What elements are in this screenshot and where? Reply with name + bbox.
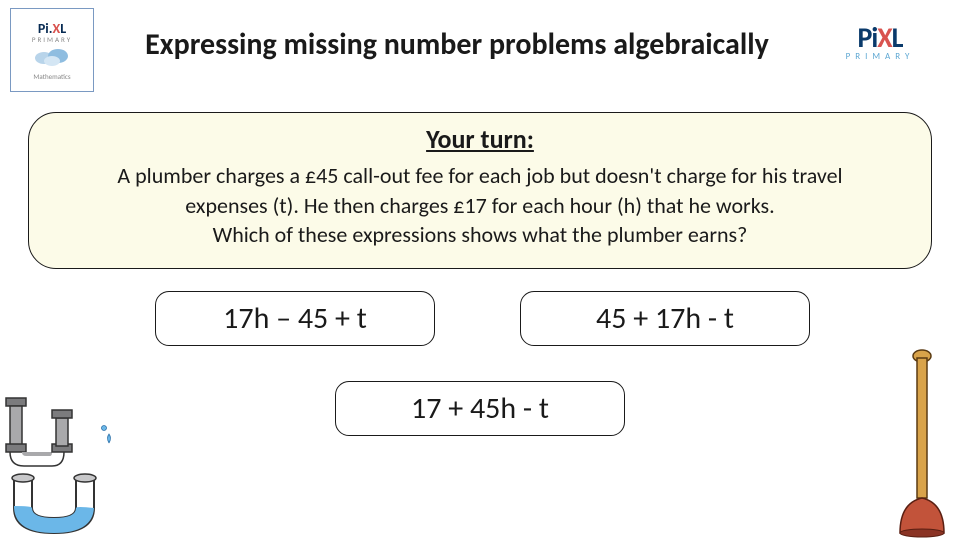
logo-right: PiXL PRIMARY — [820, 8, 940, 62]
logo-left-sub: PRIMARY — [32, 35, 72, 44]
prompt-text: A plumber charges a £45 call-out fee for… — [57, 161, 903, 250]
page-title: Expressing missing number problems algeb… — [94, 8, 820, 63]
clouds-icon — [32, 48, 72, 66]
prompt-line: A plumber charges a £45 call-out fee for… — [57, 161, 903, 191]
pipe-icon — [4, 388, 134, 538]
brand-pi: Pi — [857, 20, 877, 55]
option-3[interactable]: 17 + 45h - t — [335, 381, 625, 436]
header: Pi.XL PRIMARY Mathematics Expressing mis… — [0, 0, 960, 92]
your-turn-heading: Your turn: — [57, 123, 903, 155]
logo-right-brand: PiXL — [820, 20, 940, 55]
options-area: 17h – 45 + t 45 + 17h - t 17 + 45h - t — [0, 291, 960, 491]
prompt-line: Which of these expressions shows what th… — [57, 220, 903, 250]
brand-l: L — [892, 20, 903, 55]
option-1[interactable]: 17h – 45 + t — [155, 291, 435, 346]
option-2[interactable]: 45 + 17h - t — [520, 291, 810, 346]
brand-x: X — [877, 20, 891, 55]
logo-left-math: Mathematics — [33, 72, 70, 81]
question-box: Your turn: A plumber charges a £45 call-… — [28, 112, 932, 269]
logo-left: Pi.XL PRIMARY Mathematics — [10, 8, 94, 92]
prompt-line: expenses (t). He then charges £17 for ea… — [57, 191, 903, 221]
logo-right-sub: PRIMARY — [820, 51, 940, 62]
plunger-icon — [892, 348, 952, 538]
